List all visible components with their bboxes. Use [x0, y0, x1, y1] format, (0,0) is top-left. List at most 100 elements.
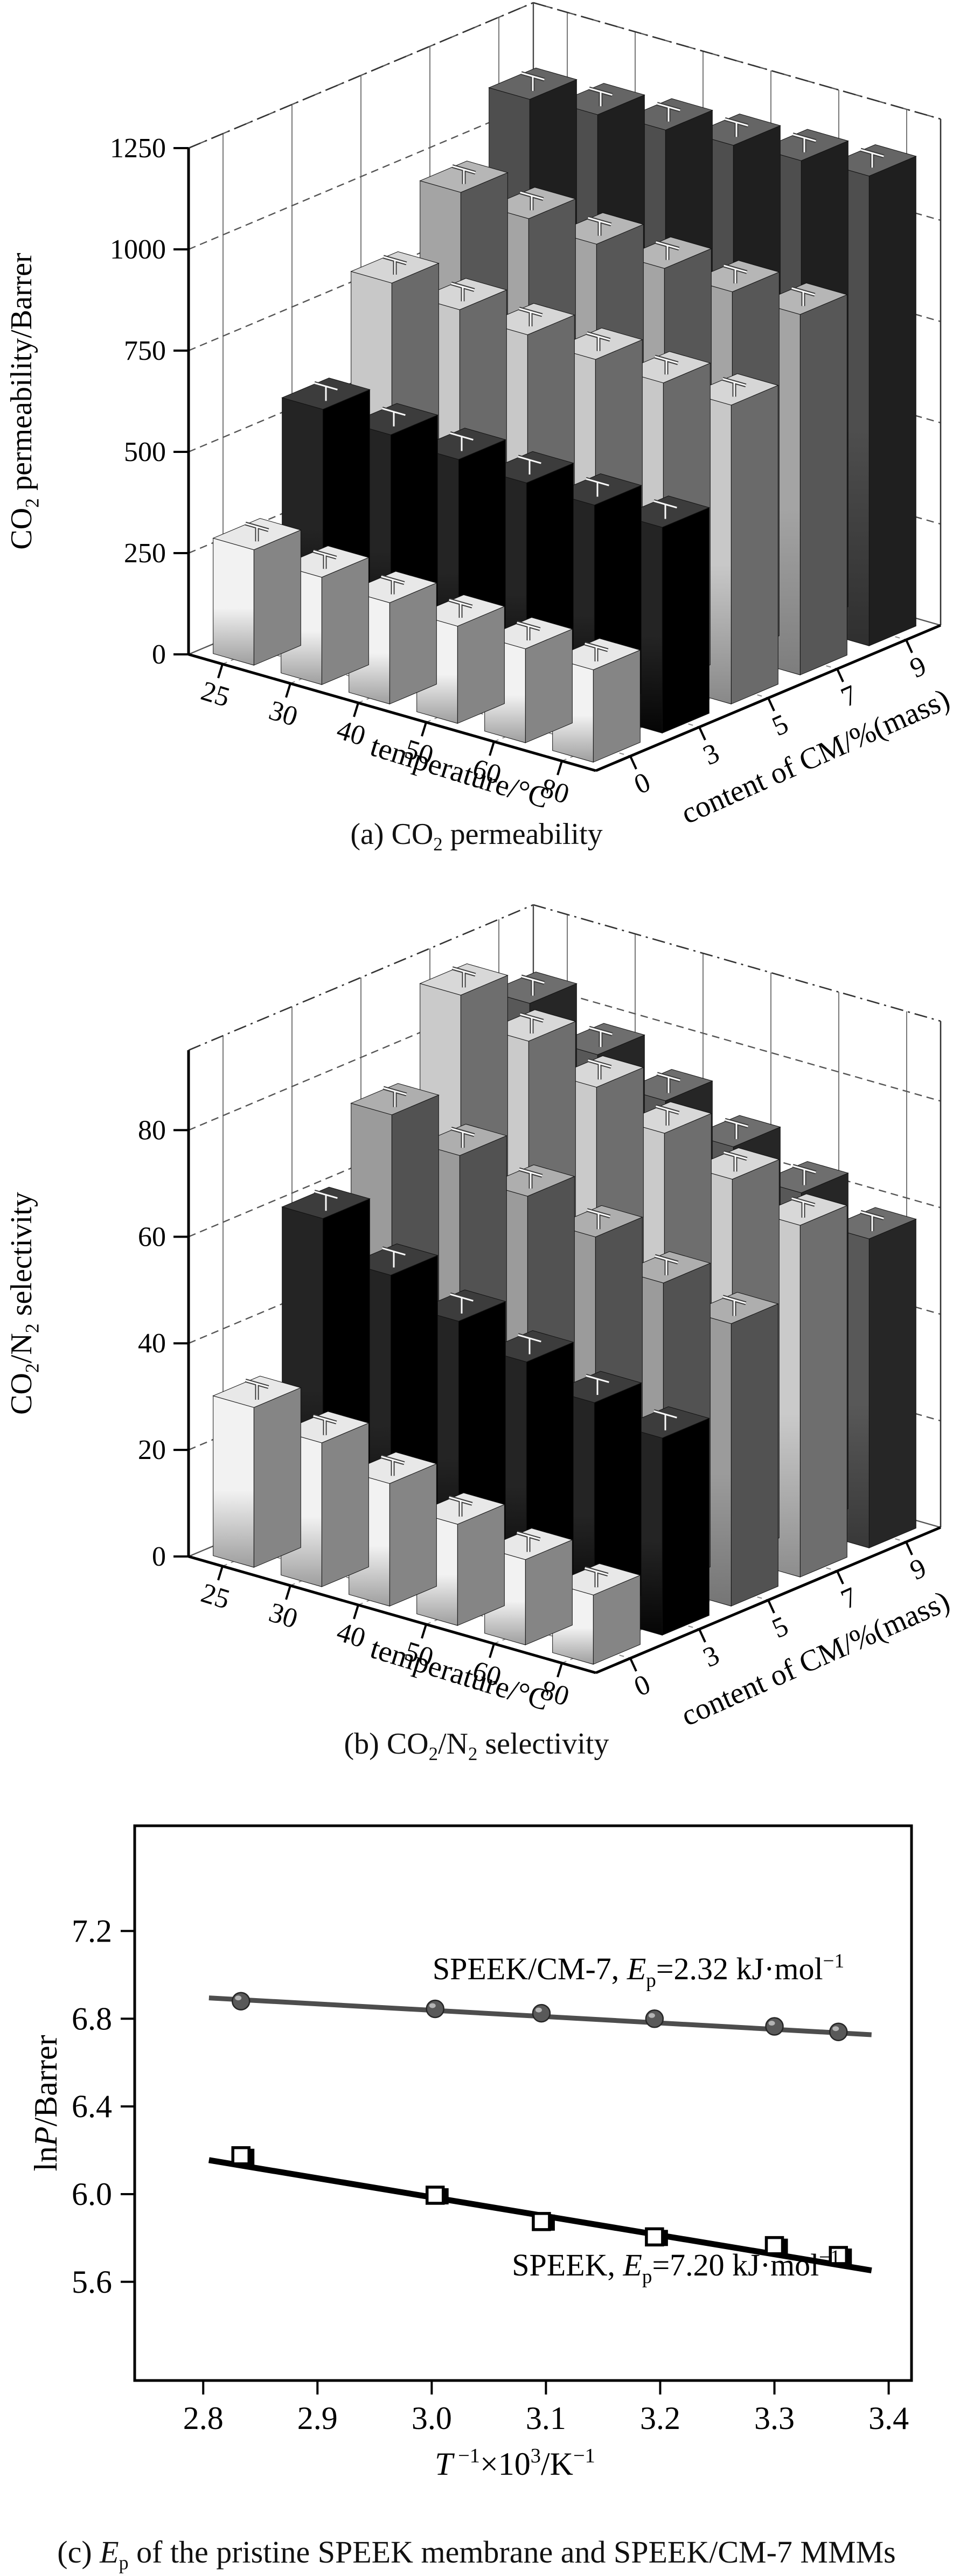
chart-a-bar-cm7-t25-error-cap [452, 165, 476, 174]
chart-b-bar-cm3-t50-error-cap [518, 1334, 541, 1343]
chart-a-z-tick-label-1250: 1250 [110, 133, 166, 164]
chart-c-x-axis-title: T −1×103/K−1 [435, 2445, 595, 2482]
chart-a-z-axis-title: CO2 permeability/Barrer [5, 253, 43, 550]
chart-a-bar-cm0-t50-error-cap [449, 599, 472, 608]
chart-b-x-axis-temperature [188, 1555, 596, 1674]
caption-c: (c) Ep of the pristine SPEEK membrane an… [0, 2534, 953, 2574]
chart-b-bar-cm0-t25-front [213, 1395, 254, 1568]
chart-a-bar-cm3-t40-error-cap [450, 432, 474, 441]
chart-b-bar-cm5-t80-error-cap [722, 1296, 746, 1304]
chart-a-d-tick [698, 727, 706, 741]
chart-b-d-tick [905, 1541, 913, 1555]
chart-b-bar-cm0-t80-error-cap [585, 1567, 608, 1576]
chart-b-bar-cm0-t25-error-cap [245, 1379, 269, 1388]
chart-a-bar-cm0-t80-error-cap [585, 643, 608, 651]
chart-b-bar-cm9-t40-error-cap [657, 1073, 680, 1081]
chart-b-bar-cm9-t80-error-cap [860, 1211, 884, 1219]
chart-b-bar-cm3-t30-error-cap [382, 1247, 406, 1256]
chart-a-bar-cm0-t25-error-cap [245, 522, 269, 531]
chart-c-y-tick-label-6.4: 6.4 [72, 2089, 112, 2124]
chart-c-series-speek-cm-7-marker-sphere [829, 2022, 848, 2041]
chart-a-bar-cm7-t80-error-cap [791, 287, 815, 296]
chart-a-d-tick [836, 668, 844, 682]
chart-c-x-tick-label-3.2: 3.2 [640, 2400, 680, 2436]
chart-a-bar-cm7-t50-error-cap [656, 241, 679, 250]
chart-a-z-tick-label-250: 250 [124, 538, 166, 569]
chart-a-bar-cm9-t80-side [868, 156, 916, 646]
chart-b-d-tick [767, 1600, 775, 1614]
chart-a-bar-cm9-t30-error-cap [589, 87, 613, 96]
chart-a-x-axis-temperature [188, 653, 596, 772]
chart-a-bar-cm5-t40-error-cap [519, 308, 542, 316]
chart-a-box-top-edge [533, 2, 941, 120]
chart-b-x-tick [421, 1624, 427, 1639]
chart-b-bar-cm3-t40-error-cap [450, 1293, 474, 1302]
chart-c-series-speek-cm-7-marker-highlight [235, 1995, 242, 2001]
chart-b-z-tick-label-80: 80 [138, 1115, 166, 1146]
chart-a-box-top-edge [188, 2, 534, 149]
chart-b-d-tick [836, 1570, 844, 1584]
chart-b-z-axis-title: CO2/N2 selectivity [5, 1192, 43, 1415]
chart-c-x-tick-label-3.1: 3.1 [526, 2400, 566, 2436]
chart-c-series-speek-cm-7-marker-highlight [429, 2003, 436, 2008]
chart-b-x-tick [285, 1585, 291, 1600]
chart-b-bar-cm5-t80-side [731, 1303, 778, 1607]
chart-c-series-speek-marker-open-square [532, 2212, 551, 2231]
chart-b-d-tick-label-3: 3 [699, 1640, 724, 1674]
chart-b-bar-cm5-t60-error-cap [655, 1255, 678, 1263]
chart-b-bar-cm0-t50-error-cap [449, 1496, 472, 1505]
chart-b-x-tick [557, 1663, 563, 1678]
chart-c-y-tick-label-5.6: 5.6 [72, 2264, 112, 2300]
chart-a-d-tick-label-0: 0 [630, 767, 655, 801]
chart-b-d-tick-label-0: 0 [630, 1669, 655, 1703]
chart-c-series-speek-cm-7-marker-sphere [765, 2017, 784, 2036]
chart-b-x-tick-label-30: 30 [266, 1597, 301, 1635]
chart-c-series-speek-cm-7-label: SPEEK/CM-7, Ep=2.32 kJ·mol−1 [433, 1950, 844, 1992]
chart-b-bar-cm3-t60-error-cap [586, 1374, 609, 1383]
chart-a-bar-cm5-t30-error-cap [451, 282, 475, 291]
chart-a-bar-cm0-t25-front [213, 537, 254, 666]
chart-c-y-tick-label-7.2: 7.2 [72, 1913, 112, 1949]
chart-a-bar-cm7-t80-side [799, 294, 847, 675]
chart-b-bar-cm0-t30-error-cap [313, 1415, 337, 1423]
caption-a-text: (a) CO [350, 818, 434, 851]
caption-c-rest: of the pristine SPEEK membrane and SPEEK… [128, 2535, 896, 2570]
chart-a-bar-cm0-t60-error-cap [517, 622, 540, 630]
chart-a-x-tick [285, 683, 291, 698]
chart-c-x-tick-label-2.8: 2.8 [183, 2400, 224, 2436]
caption-b: (b) CO2/N2 selectivity [0, 1727, 953, 1765]
chart-b-bar-cm7-t80-error-cap [791, 1197, 815, 1206]
chart-b-x-tick [217, 1566, 224, 1581]
chart-a-d-tick [629, 756, 637, 770]
chart-b-d-tick [698, 1629, 706, 1643]
chart-c-series-speek-cm-7-marker-sphere [532, 2003, 551, 2023]
chart-a-x-tick [557, 760, 563, 776]
chart-a-bar-cm0-t40-error-cap [381, 575, 405, 584]
chart-a-bar-cm5-t50-error-cap [587, 332, 610, 341]
chart-a-bar-cm3-t80-error-cap [653, 500, 677, 509]
caption-c-subscript: p [119, 2552, 129, 2574]
chart-b-box-top-edge [188, 904, 534, 1051]
chart-a-d-tick-label-3: 3 [699, 738, 724, 772]
caption-b-mid: /N [437, 1727, 468, 1761]
chart-c-series-speek-label: SPEEK, Ep=7.20 kJ·mol−1 [512, 2246, 840, 2288]
chart-a-bar-cm0-t30-error-cap [313, 550, 337, 559]
chart-b-z-tick-label-0: 0 [152, 1541, 166, 1572]
chart-b-z-tick-label-20: 20 [138, 1435, 166, 1465]
chart-a-bar-cm9-t25-error-cap [521, 72, 545, 81]
chart-a-bar-cm7-t40-error-cap [588, 217, 611, 226]
chart-b-x-tick [353, 1604, 359, 1619]
chart-a-bar-cm9-t40-error-cap [657, 103, 680, 111]
chart-c-y-tick-label-6.0: 6.0 [72, 2176, 112, 2212]
chart-c-series-speek-cm-7-marker-sphere [426, 1999, 444, 2019]
chart-c-series-speek-marker-open-square [231, 2146, 251, 2166]
chart-a-d-tick-label-7: 7 [837, 680, 862, 714]
caption-b-subscript-1: 2 [428, 1743, 438, 1765]
chart-a-d-tick [905, 639, 913, 653]
chart-b-bar-cm7-t40-error-cap [588, 1059, 611, 1068]
chart-c-plot-border [133, 1824, 913, 2382]
chart-b-bar-cm7-t25-error-cap [452, 967, 476, 976]
chart-b-d-tick-label-7: 7 [837, 1582, 862, 1616]
chart-b-z-gridline [533, 984, 941, 1102]
